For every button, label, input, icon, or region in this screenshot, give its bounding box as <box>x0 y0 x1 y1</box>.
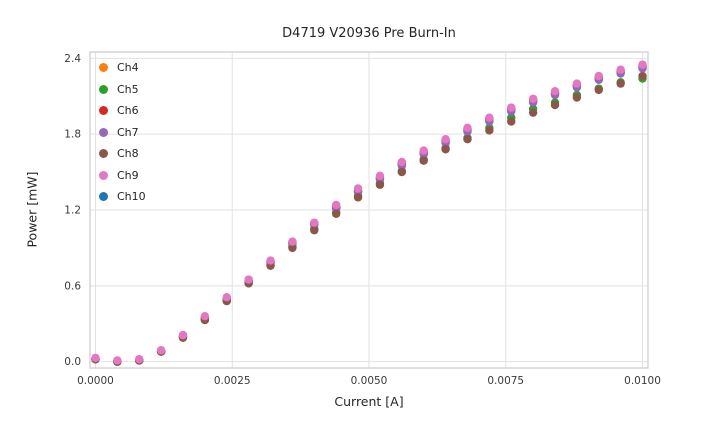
data-point-ch8 <box>353 193 363 202</box>
legend-item-ch5: Ch5 <box>99 79 146 101</box>
legend: Ch4 Ch5 Ch6 Ch7 Ch8 Ch9 Ch10 <box>99 57 146 208</box>
legend-marker-icon <box>99 63 108 73</box>
data-point-ch9 <box>91 353 100 363</box>
data-point-ch8 <box>310 226 319 235</box>
y-axis-label: Power [mW] <box>24 171 40 248</box>
data-point-ch9 <box>288 237 297 246</box>
data-point-ch9 <box>331 200 341 210</box>
data-point-ch9 <box>156 346 166 355</box>
data-point-ch8 <box>375 180 385 189</box>
data-point-ch8 <box>616 79 625 88</box>
data-point-ch8 <box>441 145 450 154</box>
legend-item-ch4: Ch4 <box>99 57 146 79</box>
legend-marker-icon <box>99 127 108 137</box>
data-point-ch9 <box>594 71 603 81</box>
data-point-ch9 <box>375 171 385 181</box>
legend-label: Ch8 <box>117 147 139 161</box>
legend-item-ch10: Ch10 <box>99 186 146 208</box>
data-point-ch8 <box>572 93 582 102</box>
chart-title: D4719 V20936 Pre Burn-In <box>282 26 456 41</box>
data-point-ch8 <box>594 85 603 95</box>
legend-marker-icon <box>99 149 108 159</box>
data-point-ch9 <box>244 275 253 284</box>
x-tick-label: 0.0075 <box>487 375 524 387</box>
x-tick-label: 0.0100 <box>624 375 661 387</box>
data-point-ch8 <box>638 71 647 81</box>
data-point-ch9 <box>616 65 625 74</box>
data-point-ch9 <box>441 135 450 144</box>
x-tick-label: 0.0000 <box>77 375 114 387</box>
data-point-ch9 <box>550 86 560 96</box>
data-point-ch9 <box>310 218 319 227</box>
legend-item-ch7: Ch7 <box>99 122 146 144</box>
data-point-ch9 <box>507 103 516 112</box>
x-axis-label: Current [A] <box>334 394 404 409</box>
data-point-ch9 <box>419 146 428 155</box>
data-point-ch9 <box>200 311 210 321</box>
data-point-ch8 <box>331 209 341 218</box>
data-point-ch8 <box>463 135 472 144</box>
legend-marker-icon <box>99 192 108 202</box>
y-tick-label: 2.4 <box>64 53 81 65</box>
data-point-ch8 <box>528 108 538 117</box>
data-point-ch8 <box>507 117 516 126</box>
legend-item-ch6: Ch6 <box>99 100 146 122</box>
legend-marker-icon <box>99 106 108 116</box>
data-point-ch9 <box>528 94 538 103</box>
legend-label: Ch5 <box>117 82 139 96</box>
data-point-ch8 <box>550 100 560 110</box>
data-point-ch9 <box>178 330 188 340</box>
data-point-ch9 <box>113 356 122 365</box>
data-point-ch8 <box>288 243 297 253</box>
legend-marker-icon <box>99 170 108 180</box>
legend-item-ch9: Ch9 <box>99 165 146 187</box>
data-point-ch9 <box>222 293 231 302</box>
data-point-ch9 <box>353 184 363 193</box>
legend-item-ch8: Ch8 <box>99 143 146 165</box>
data-point-ch8 <box>485 126 494 135</box>
plot-frame <box>89 51 649 369</box>
data-point-ch8 <box>419 156 428 165</box>
legend-label: Ch6 <box>117 104 139 118</box>
data-point-ch9 <box>397 157 407 167</box>
data-point-ch8 <box>397 167 407 177</box>
y-tick-label: 0.6 <box>64 280 81 292</box>
x-tick-label: 0.0025 <box>214 375 251 387</box>
x-tick-label: 0.0050 <box>351 375 388 387</box>
y-tick-label: 1.8 <box>64 129 81 141</box>
y-tick-label: 0.0 <box>64 356 81 368</box>
data-point-ch9 <box>485 113 494 122</box>
legend-label: Ch10 <box>117 190 146 204</box>
legend-label: Ch9 <box>117 168 139 182</box>
data-point-ch9 <box>463 123 472 133</box>
data-point-ch9 <box>572 79 582 88</box>
data-point-ch9 <box>266 256 275 265</box>
legend-label: Ch7 <box>117 125 139 139</box>
data-point-ch9 <box>135 354 144 364</box>
data-point-ch9 <box>638 60 647 69</box>
y-tick-label: 1.2 <box>64 205 81 217</box>
legend-marker-icon <box>99 84 108 94</box>
legend-label: Ch4 <box>117 61 139 75</box>
